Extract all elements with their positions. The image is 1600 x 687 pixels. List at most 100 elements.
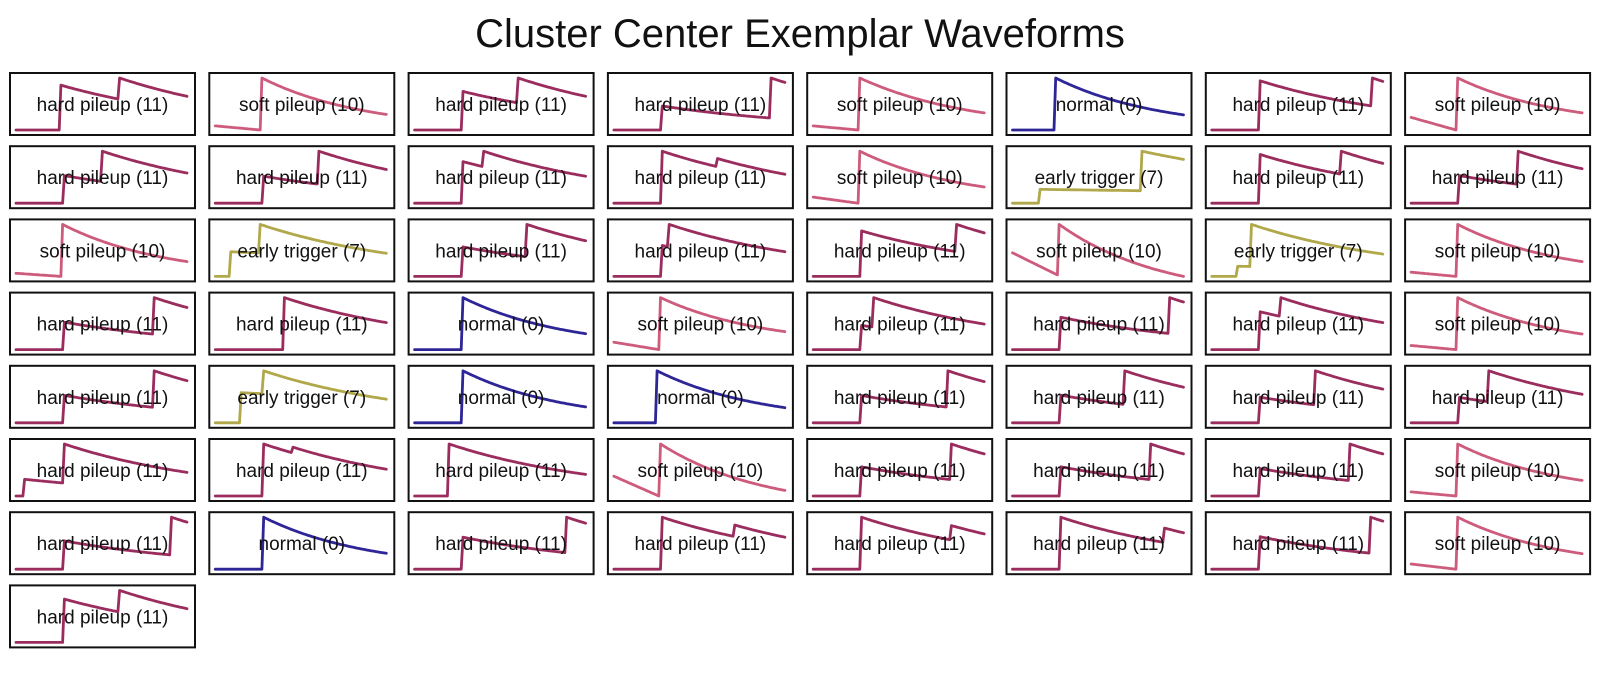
panel-frame <box>1404 145 1592 210</box>
waveform-panel: hard pileup (11) <box>1005 364 1193 429</box>
waveform-line <box>612 369 787 425</box>
panel-label: soft pileup (10) <box>1435 534 1561 555</box>
panel-label: hard pileup (11) <box>435 534 567 555</box>
panel-label: early trigger (7) <box>237 241 366 262</box>
waveform-panel: early trigger (7) <box>1204 218 1392 283</box>
waveform-line <box>213 296 388 351</box>
panel-label: soft pileup (10) <box>638 315 764 336</box>
panel-label: hard pileup (11) <box>1432 168 1564 189</box>
panel-label: soft pileup (10) <box>837 95 963 116</box>
waveform-panel: soft pileup (10) <box>1404 438 1592 502</box>
panel-frame <box>9 511 196 576</box>
waveform-panel: hard pileup (11) <box>407 218 595 283</box>
panel-frame <box>806 72 994 136</box>
waveform-line <box>1210 149 1385 205</box>
waveform-line <box>612 515 787 571</box>
panel-frame <box>806 145 994 210</box>
panel-label: hard pileup (11) <box>1232 315 1364 336</box>
waveform-panel: hard pileup (11) <box>606 218 794 283</box>
waveform-panel: early trigger (7) <box>208 364 396 429</box>
panel-label: soft pileup (10) <box>1435 95 1561 116</box>
waveform-panel: normal (0) <box>208 511 396 576</box>
waveform-panel: soft pileup (10) <box>208 72 396 136</box>
panel-frame <box>208 145 396 210</box>
waveform-line <box>612 223 787 278</box>
panel-frame <box>208 438 396 502</box>
panel-label: hard pileup (11) <box>37 534 169 555</box>
panel-label: hard pileup (11) <box>1232 168 1364 189</box>
waveform-panel: soft pileup (10) <box>606 291 794 356</box>
waveform-panel: early trigger (7) <box>1005 145 1193 210</box>
waveform-panel: hard pileup (11) <box>1204 364 1392 429</box>
waveform-line <box>213 515 388 571</box>
waveform-line <box>413 442 587 498</box>
waveform-panel: normal (0) <box>606 364 794 429</box>
waveform-panel: hard pileup (11) <box>9 584 196 649</box>
panel-label: hard pileup (11) <box>435 168 567 189</box>
waveform-panel: hard pileup (11) <box>1404 145 1592 210</box>
panel-frame <box>1005 72 1193 136</box>
waveform-panel: hard pileup (11) <box>1204 145 1392 210</box>
panel-label: hard pileup (11) <box>635 241 767 262</box>
waveform-panel: soft pileup (10) <box>1404 72 1592 136</box>
panel-label: hard pileup (11) <box>635 534 767 555</box>
waveform-line <box>1011 149 1185 205</box>
waveform-line <box>612 149 787 205</box>
panel-frame <box>1204 438 1392 502</box>
panel-label: normal (0) <box>458 388 545 409</box>
waveform-line <box>1011 369 1185 425</box>
panel-frame <box>806 438 994 502</box>
waveform-panel: soft pileup (10) <box>9 218 196 283</box>
panel-label: hard pileup (11) <box>1033 315 1165 336</box>
panel-label: hard pileup (11) <box>834 461 966 482</box>
panel-label: hard pileup (11) <box>37 95 169 116</box>
panel-frame <box>806 511 994 576</box>
waveform-panel: hard pileup (11) <box>1204 291 1392 356</box>
panel-label: hard pileup (11) <box>435 461 567 482</box>
waveform-line <box>14 76 189 132</box>
panel-frame <box>1005 438 1193 502</box>
waveform-panel: hard pileup (11) <box>1005 438 1193 502</box>
waveform-panel: hard pileup (11) <box>407 72 595 136</box>
waveform-line <box>612 442 787 498</box>
panel-label: soft pileup (10) <box>638 461 764 482</box>
waveform-panel: hard pileup (11) <box>208 291 396 356</box>
panel-label: hard pileup (11) <box>1232 461 1364 482</box>
waveform-line <box>1011 76 1185 132</box>
panel-label: hard pileup (11) <box>236 168 368 189</box>
panel-label: soft pileup (10) <box>1435 315 1561 336</box>
waveform-panel: hard pileup (11) <box>806 511 994 576</box>
panel-frame <box>606 438 794 502</box>
waveform-panel: hard pileup (11) <box>1204 511 1392 576</box>
waveform-panel: hard pileup (11) <box>208 145 396 210</box>
waveform-line <box>1011 515 1185 571</box>
panel-label: hard pileup (11) <box>37 168 169 189</box>
panel-label: hard pileup (11) <box>37 315 169 336</box>
waveform-line <box>811 515 986 571</box>
waveform-line <box>213 369 388 425</box>
waveform-panel: normal (0) <box>407 291 595 356</box>
waveform-panel: soft pileup (10) <box>806 145 994 210</box>
panel-frame <box>806 291 994 356</box>
waveform-panel: hard pileup (11) <box>806 218 994 283</box>
panel-frame <box>806 218 994 283</box>
panel-frame <box>9 291 196 356</box>
panel-frame <box>1005 145 1193 210</box>
waveform-panel: hard pileup (11) <box>9 291 196 356</box>
waveform-panel: soft pileup (10) <box>1404 511 1592 576</box>
panel-frame <box>1404 291 1592 356</box>
waveform-line <box>413 369 587 425</box>
waveform-line <box>811 149 986 205</box>
waveform-line <box>1210 369 1385 425</box>
panel-label: normal (0) <box>259 534 346 555</box>
panel-label: hard pileup (11) <box>435 95 567 116</box>
panel-label: hard pileup (11) <box>635 168 767 189</box>
panel-frame <box>407 72 595 136</box>
waveform-line <box>1409 223 1584 278</box>
waveform-panel: hard pileup (11) <box>208 438 396 502</box>
waveform-panel: normal (0) <box>407 364 595 429</box>
waveform-line <box>612 76 787 132</box>
panel-label: soft pileup (10) <box>1435 461 1561 482</box>
waveform-line <box>1011 223 1185 278</box>
waveform-line <box>811 369 986 425</box>
